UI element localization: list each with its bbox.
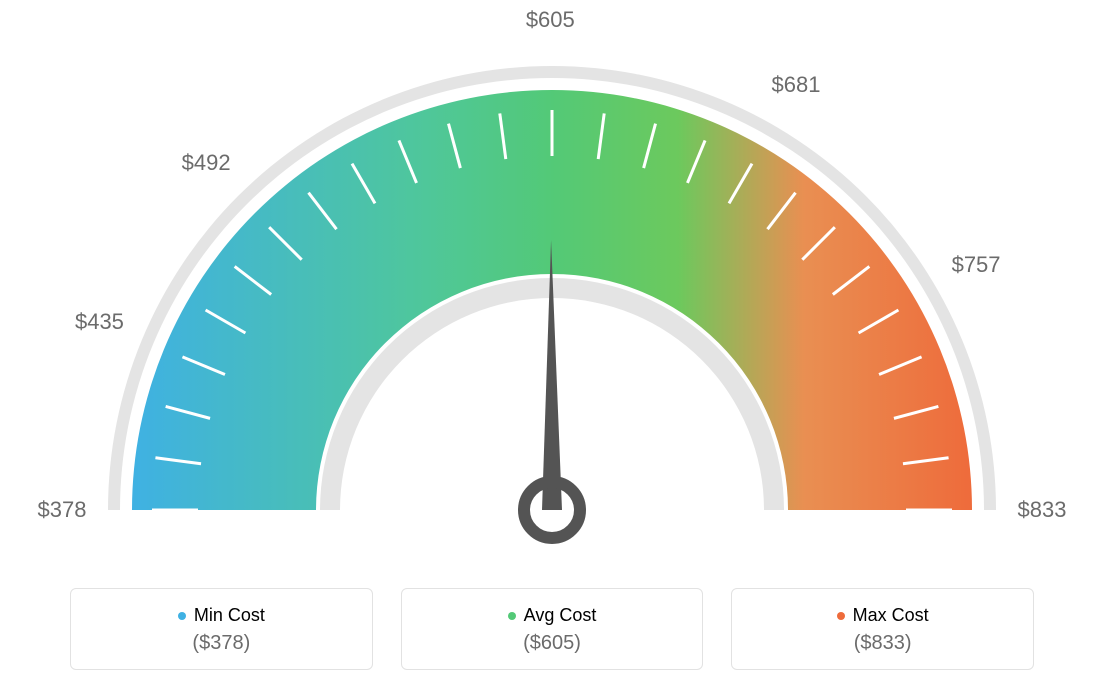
- tick-label: $492: [182, 150, 231, 176]
- tick-label: $757: [952, 252, 1001, 278]
- legend-dot-max: [837, 612, 845, 620]
- legend-card-min: Min Cost ($378): [70, 588, 373, 670]
- legend-title-avg: Avg Cost: [508, 605, 597, 626]
- legend-dot-min: [178, 612, 186, 620]
- tick-label: $605: [526, 7, 575, 33]
- legend-title-max: Max Cost: [837, 605, 929, 626]
- legend-label-avg: Avg Cost: [524, 605, 597, 626]
- legend-card-avg: Avg Cost ($605): [401, 588, 704, 670]
- tick-label: $681: [772, 72, 821, 98]
- legend-row: Min Cost ($378) Avg Cost ($605) Max Cost…: [0, 588, 1104, 670]
- legend-value-avg: ($605): [412, 632, 693, 655]
- legend-label-min: Min Cost: [194, 605, 265, 626]
- tick-label: $435: [75, 309, 124, 335]
- legend-label-max: Max Cost: [853, 605, 929, 626]
- cost-gauge: $378 $435 $492 $605 $681 $757 $833: [0, 0, 1104, 560]
- legend-value-max: ($833): [742, 632, 1023, 655]
- legend-card-max: Max Cost ($833): [731, 588, 1034, 670]
- tick-label: $833: [1018, 497, 1067, 523]
- legend-dot-avg: [508, 612, 516, 620]
- legend-value-min: ($378): [81, 632, 362, 655]
- tick-label: $378: [38, 497, 87, 523]
- gauge-svg: [0, 0, 1104, 560]
- legend-title-min: Min Cost: [178, 605, 265, 626]
